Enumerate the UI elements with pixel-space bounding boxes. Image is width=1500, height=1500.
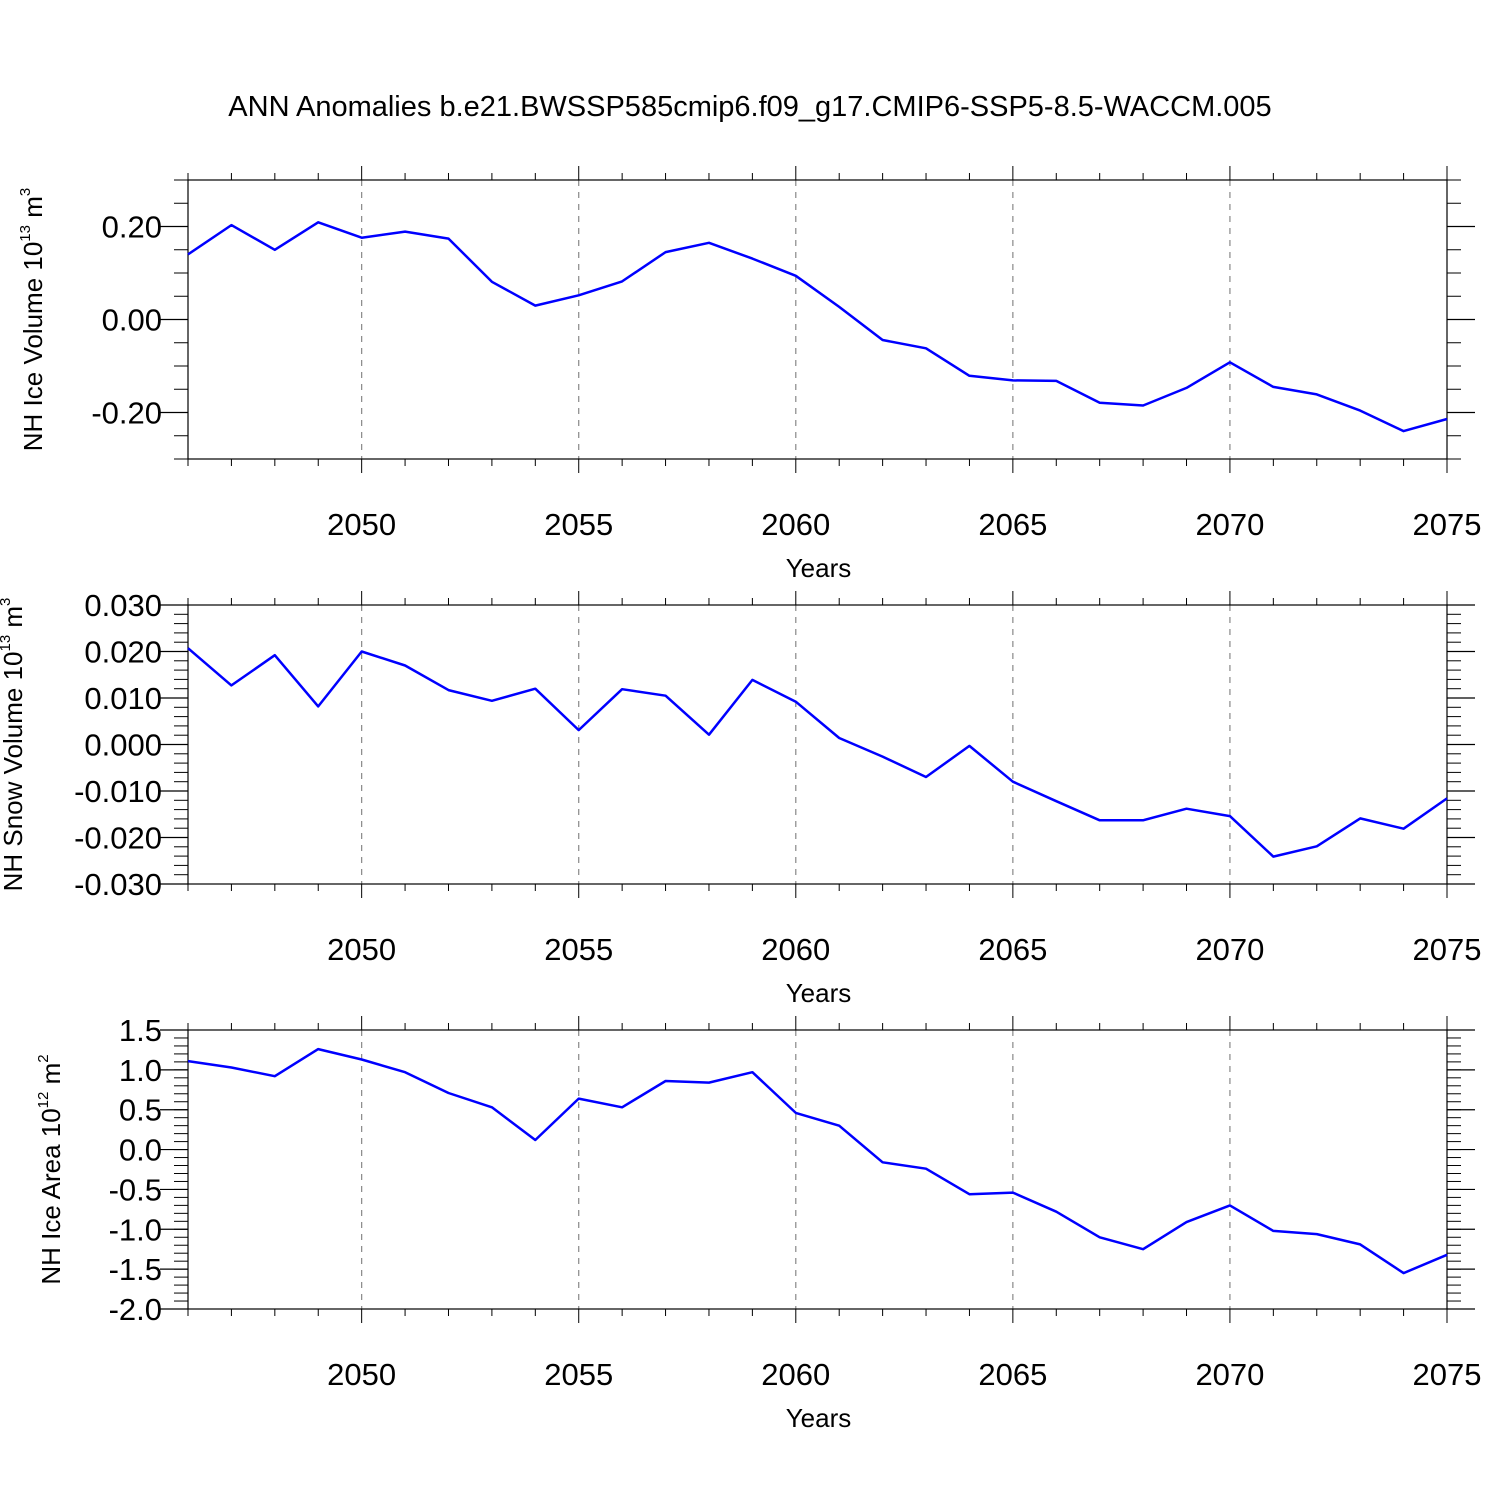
x-tick-label: 2070 xyxy=(1195,1357,1264,1392)
y-tick-label: -0.20 xyxy=(91,396,162,431)
y-tick-label: -1.0 xyxy=(109,1212,162,1247)
x-tick-label: 2055 xyxy=(544,932,613,967)
y-tick-label: 0.20 xyxy=(102,210,162,245)
y-tick-label: 1.5 xyxy=(119,1013,162,1048)
series-line xyxy=(187,1047,1448,1275)
x-tick-label: 2070 xyxy=(1195,507,1264,542)
y-tick-label: -1.5 xyxy=(109,1252,162,1287)
y-tick-label: 0.5 xyxy=(119,1093,162,1128)
y-tick-label: 0.020 xyxy=(84,635,162,670)
x-axis-title: Years xyxy=(786,978,852,1008)
panel-3: 2050 2055 2060 2065 2070 2075 Years 1.5 1.0 0.5 0.… xyxy=(35,1013,1481,1433)
y-tick-label: 0.030 xyxy=(84,588,162,623)
x-tick-label: 2060 xyxy=(761,507,830,542)
x-tick-label: 2075 xyxy=(1413,1357,1482,1392)
y-tick-label: 0.010 xyxy=(84,681,162,716)
y-axis-title: NH Snow Volume 1013 m3 xyxy=(0,598,28,892)
x-tick-label: 2050 xyxy=(327,507,396,542)
x-tick-label: 2070 xyxy=(1195,932,1264,967)
panel-1: 2050 2055 2060 2065 2070 2075 Years 0.20 0.00 -0.… xyxy=(17,166,1481,583)
x-tick-label: 2050 xyxy=(327,1357,396,1392)
y-axis-title: NH Ice Area 1012 m2 xyxy=(35,1054,66,1284)
x-tick-label: 2055 xyxy=(544,1357,613,1392)
plot-frame xyxy=(187,179,1448,460)
x-tick-label: 2050 xyxy=(327,932,396,967)
x-tick-label: 2055 xyxy=(544,507,613,542)
x-tick-label: 2060 xyxy=(761,932,830,967)
x-tick-label: 2065 xyxy=(978,1357,1047,1392)
x-axis-title: Years xyxy=(786,553,852,583)
y-tick-label: -0.5 xyxy=(109,1172,162,1207)
series-line xyxy=(187,221,1448,433)
figure-title: ANN Anomalies b.e21.BWSSP585cmip6.f09_g1… xyxy=(228,91,1271,123)
x-tick-label: 2075 xyxy=(1413,507,1482,542)
x-tick-label: 2065 xyxy=(978,507,1047,542)
y-tick-label: 0.0 xyxy=(119,1133,162,1168)
x-tick-label: 2060 xyxy=(761,1357,830,1392)
y-tick-label: -2.0 xyxy=(109,1292,162,1327)
y-tick-label: 0.000 xyxy=(84,728,162,763)
y-tick-label: -0.020 xyxy=(74,821,162,856)
series-line xyxy=(187,647,1448,858)
x-tick-label: 2065 xyxy=(978,932,1047,967)
plot-frame xyxy=(187,1029,1448,1310)
x-axis-title: Years xyxy=(786,1403,852,1433)
y-tick-label: 0.00 xyxy=(102,303,162,338)
y-tick-label: -0.030 xyxy=(74,867,162,902)
x-tick-label: 2075 xyxy=(1413,932,1482,967)
y-tick-label: 1.0 xyxy=(119,1053,162,1088)
y-tick-label: -0.010 xyxy=(74,774,162,809)
panel-2: 2050 2055 2060 2065 2070 2075 Years 0.030 0.020 0… xyxy=(0,588,1481,1008)
y-axis-title: NH Ice Volume 1013 m3 xyxy=(17,188,48,451)
